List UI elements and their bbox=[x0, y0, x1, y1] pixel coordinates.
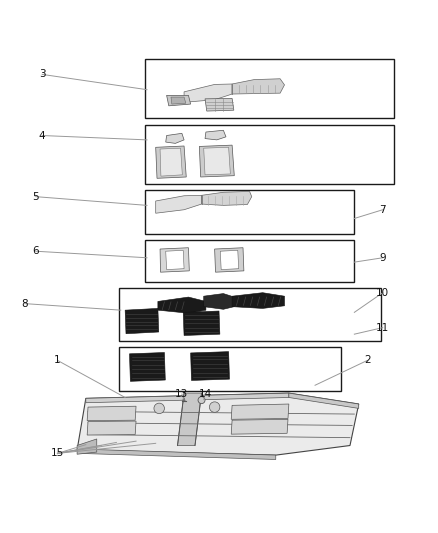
Text: 11: 11 bbox=[376, 322, 389, 333]
Text: 9: 9 bbox=[379, 253, 386, 263]
Polygon shape bbox=[215, 248, 244, 272]
Polygon shape bbox=[77, 439, 97, 454]
Polygon shape bbox=[171, 97, 186, 104]
Text: 14: 14 bbox=[198, 389, 212, 399]
Polygon shape bbox=[204, 147, 230, 175]
Bar bbox=[145, 59, 394, 118]
Polygon shape bbox=[184, 84, 232, 102]
Text: 7: 7 bbox=[379, 205, 386, 215]
Text: 5: 5 bbox=[32, 192, 39, 201]
Polygon shape bbox=[204, 294, 234, 309]
Polygon shape bbox=[155, 195, 201, 213]
Bar bbox=[119, 288, 381, 341]
Polygon shape bbox=[160, 248, 189, 272]
Circle shape bbox=[209, 402, 220, 413]
Text: 1: 1 bbox=[54, 356, 61, 365]
Polygon shape bbox=[125, 309, 159, 334]
Text: 3: 3 bbox=[39, 69, 46, 79]
Polygon shape bbox=[166, 95, 191, 106]
Polygon shape bbox=[155, 146, 186, 179]
Polygon shape bbox=[201, 191, 252, 205]
Text: 4: 4 bbox=[39, 131, 46, 141]
Circle shape bbox=[198, 397, 205, 403]
Polygon shape bbox=[231, 404, 289, 419]
Polygon shape bbox=[205, 99, 234, 111]
Text: 15: 15 bbox=[51, 448, 64, 458]
Polygon shape bbox=[232, 79, 285, 94]
Bar bbox=[145, 190, 354, 234]
Polygon shape bbox=[130, 352, 165, 381]
Polygon shape bbox=[87, 406, 136, 421]
Polygon shape bbox=[232, 293, 285, 309]
Polygon shape bbox=[220, 251, 239, 270]
Polygon shape bbox=[177, 393, 201, 446]
Text: 8: 8 bbox=[21, 298, 28, 309]
Polygon shape bbox=[166, 251, 184, 270]
Polygon shape bbox=[86, 393, 289, 403]
Polygon shape bbox=[289, 393, 359, 408]
Polygon shape bbox=[77, 449, 276, 459]
Circle shape bbox=[154, 403, 164, 414]
Polygon shape bbox=[160, 148, 182, 176]
Text: 13: 13 bbox=[175, 389, 188, 399]
Bar bbox=[145, 125, 394, 183]
Polygon shape bbox=[191, 352, 230, 381]
Text: 2: 2 bbox=[364, 356, 371, 365]
Bar bbox=[119, 348, 341, 391]
Polygon shape bbox=[231, 419, 288, 434]
Polygon shape bbox=[166, 133, 184, 143]
Polygon shape bbox=[87, 421, 136, 435]
Polygon shape bbox=[158, 297, 206, 313]
Bar bbox=[145, 240, 354, 282]
Polygon shape bbox=[205, 130, 226, 140]
Polygon shape bbox=[183, 311, 220, 335]
Text: 10: 10 bbox=[376, 288, 389, 298]
Polygon shape bbox=[199, 145, 234, 177]
Text: 6: 6 bbox=[32, 246, 39, 256]
Polygon shape bbox=[77, 393, 359, 455]
